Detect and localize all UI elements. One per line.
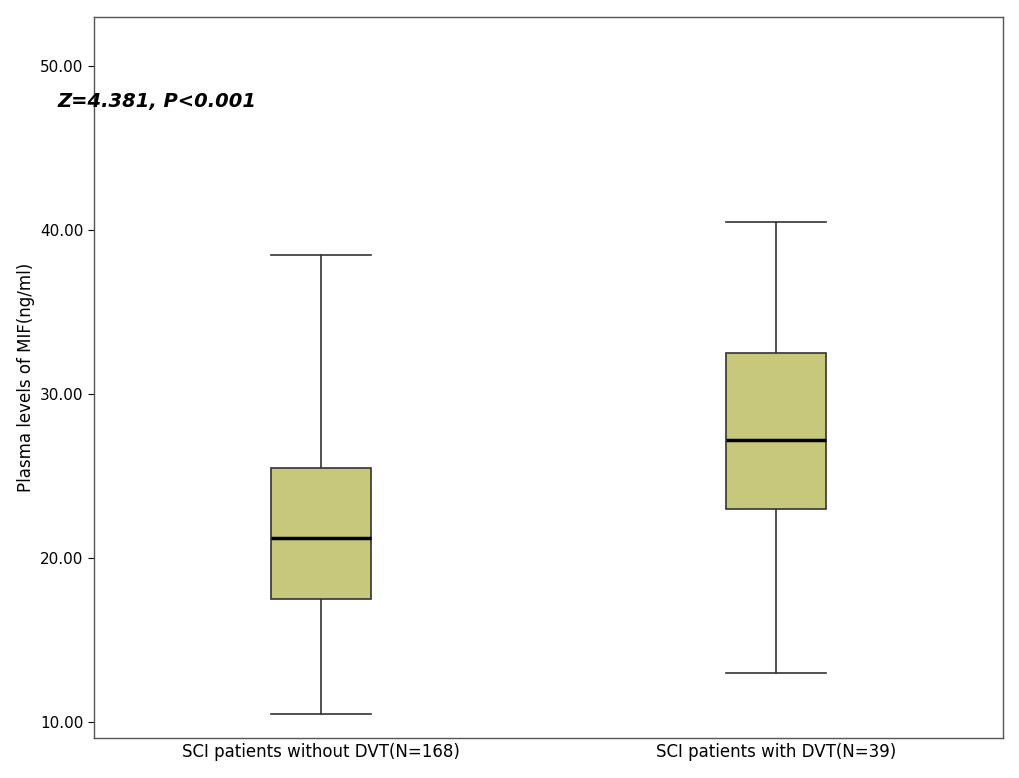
Y-axis label: Plasma levels of MIF(ng/ml): Plasma levels of MIF(ng/ml) <box>16 263 35 492</box>
Bar <box>726 353 825 509</box>
Text: Z=4.381, P<0.001: Z=4.381, P<0.001 <box>58 92 257 111</box>
Bar <box>271 468 371 599</box>
